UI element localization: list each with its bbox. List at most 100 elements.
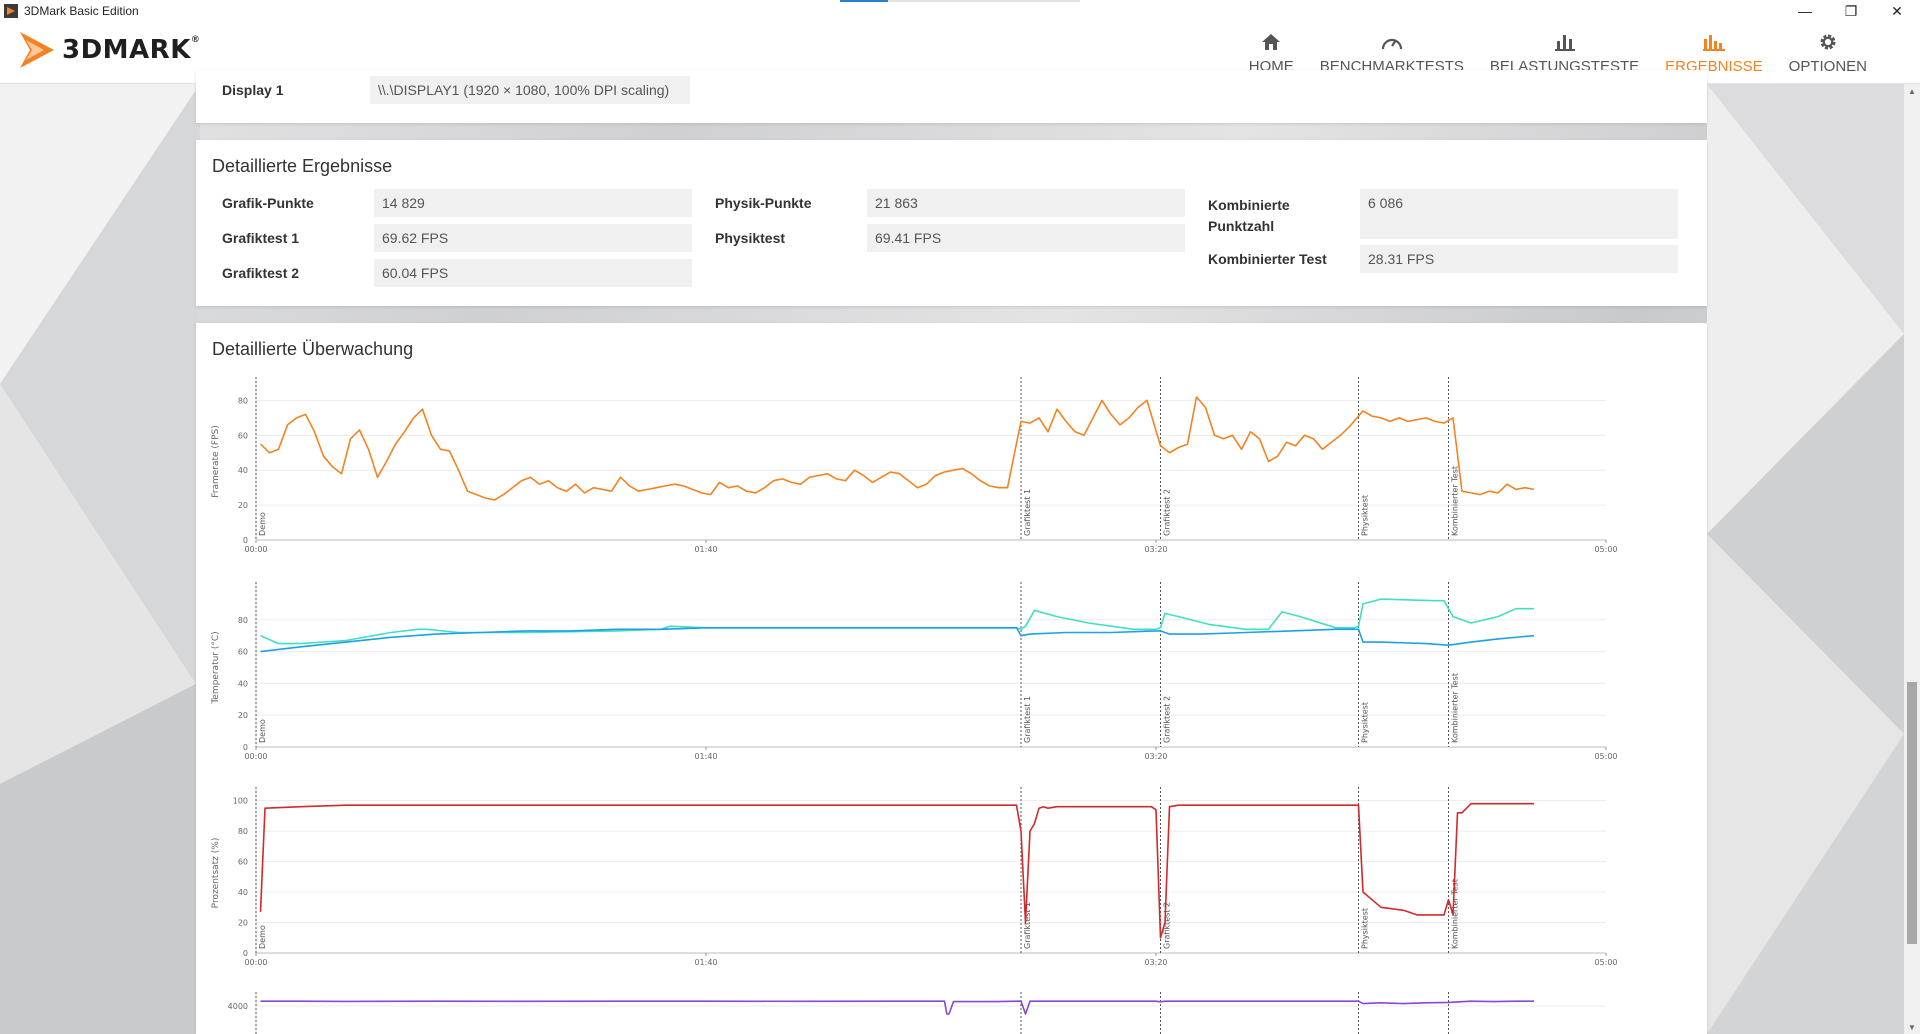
x-tick-label: 01:40 [694, 545, 717, 554]
chart-2: 0 20 40 60 80 Temperatur (°C) 00:00 01:40 03:20 0… [211, 582, 1618, 761]
physiktest-label: Physiktest [715, 230, 786, 246]
vertical-scrollbar[interactable]: ▲ ▼ [1904, 84, 1920, 1034]
section-label: Kombinierter Test [1451, 673, 1460, 743]
detailed-monitoring-title: Detaillierte Überwachung [212, 339, 414, 359]
x-tick-label: 03:20 [1144, 752, 1167, 761]
chart-4: 4000 [228, 992, 1606, 1034]
kombinierte-punktzahl-label: Kombinierte Punktzahl [1208, 197, 1290, 234]
y-tick-label: 40 [238, 888, 248, 897]
series-line-1 [260, 1000, 1534, 1015]
y-tick-label: 80 [238, 396, 248, 405]
grafiktest-2-value: 60.04 FPS [374, 259, 692, 287]
chart-3: 0 20 40 60 80 100 Prozentsatz (%) 00:00 01:40 03:… [211, 787, 1618, 967]
nav-benchmarktests[interactable]: BENCHMARKTESTS [1307, 30, 1477, 75]
window-title: 3DMark Basic Edition [24, 4, 139, 18]
nav-belastungsteste[interactable]: BELASTUNGSTESTE [1477, 30, 1652, 75]
section-label: Demo [258, 512, 267, 536]
chart-1: 0 20 40 60 80 Framerate (FPS) 00:00 01:40 03:20 0… [211, 377, 1618, 554]
app-icon [4, 4, 18, 18]
physik-punkte-value: 21 863 [867, 189, 1185, 217]
y-tick-label: 4000 [228, 1002, 248, 1011]
y-tick-label: 20 [238, 501, 248, 510]
results-icon [1702, 30, 1725, 54]
series-line-1 [260, 598, 1534, 645]
x-tick-label: 05:00 [1594, 958, 1617, 967]
y-tick-label: 20 [238, 919, 248, 928]
detailed-monitoring-panel: Detaillierte Überwachung 0 20 40 60 80 Framer… [196, 323, 1707, 1034]
kombinierter-test-value: 28.31 FPS [1360, 245, 1678, 273]
scroll-thumb[interactable] [1907, 682, 1917, 944]
nav-ergebnisse[interactable]: ERGEBNISSE [1652, 30, 1776, 75]
y-tick-label: 100 [233, 797, 248, 806]
nav-optionen[interactable]: OPTIONEN [1776, 30, 1880, 75]
scroll-down-arrow[interactable]: ▼ [1908, 1022, 1916, 1032]
section-label: Kombinierter Test [1451, 466, 1460, 536]
y-tick-label: 80 [238, 616, 248, 625]
detailed-results-title: Detaillierte Ergebnisse [212, 156, 393, 176]
y-tick-label: 60 [238, 648, 248, 657]
y-axis-label: Framerate (FPS) [211, 425, 221, 498]
nav-optionen-label: OPTIONEN [1788, 58, 1867, 75]
restore-button[interactable]: ❐ [1844, 2, 1858, 19]
close-button[interactable]: ✕ [1891, 2, 1903, 19]
section-label: Grafiktest 1 [1023, 902, 1032, 949]
grafik-punkte-label: Grafik-Punkte [222, 195, 314, 211]
y-tick-label: 40 [238, 466, 248, 475]
y-axis-label: Temperatur (°C) [211, 631, 221, 704]
physik-punkte-label: Physik-Punkte [715, 195, 812, 211]
series-line-1 [259, 802, 1534, 939]
detailed-results-panel: Detaillierte Ergebnisse Grafik-Punkte 14… [196, 140, 1707, 306]
x-tick-label: 01:40 [694, 752, 717, 761]
display-value: \\.\DISPLAY1 (1920 × 1080, 100% DPI scal… [370, 76, 690, 104]
section-label: Physiktest [1361, 495, 1370, 536]
gauge-icon [1381, 30, 1403, 54]
grafiktest-1-label: Grafiktest 1 [222, 230, 300, 246]
kombinierte-punktzahl-value: 6 086 [1360, 189, 1678, 239]
series-line-1 [259, 396, 1535, 501]
monitoring-charts: 0 20 40 60 80 Framerate (FPS) 00:00 01:40 03:20 0… [196, 323, 1707, 1034]
grafiktest-2-label: Grafiktest 2 [222, 265, 300, 281]
x-tick-label: 05:00 [1594, 752, 1617, 761]
section-label: Grafiktest 2 [1163, 489, 1172, 536]
y-tick-label: 0 [243, 536, 248, 545]
logo[interactable]: 3DMARK® [18, 28, 200, 72]
grafik-punkte-value: 14 829 [374, 189, 692, 217]
y-tick-label: 20 [238, 711, 248, 720]
scroll-up-arrow[interactable]: ▲ [1908, 86, 1916, 96]
y-tick-label: 60 [238, 431, 248, 440]
section-label: Grafiktest 1 [1023, 489, 1032, 536]
y-tick-label: 80 [238, 827, 248, 836]
y-axis-label: Prozentsatz (%) [211, 838, 221, 909]
nav-home[interactable]: HOME [1236, 30, 1307, 75]
section-label: Physiktest [1361, 702, 1370, 743]
logo-icon [20, 32, 54, 68]
main-nav: HOME BENCHMARKTESTS BELASTUNGSTESTE ERGE… [1236, 30, 1880, 75]
x-tick-label: 00:00 [244, 958, 267, 967]
section-label: Kombinierter Test [1451, 879, 1460, 949]
home-icon [1261, 30, 1281, 54]
x-tick-label: 01:40 [694, 958, 717, 967]
section-label: Demo [258, 925, 267, 949]
titlebar-progress [840, 0, 1080, 2]
display-label: Display 1 [222, 82, 284, 98]
x-tick-label: 00:00 [244, 752, 267, 761]
system-info-panel: Display 1 \\.\DISPLAY1 (1920 × 1080, 100… [196, 70, 1707, 123]
minimize-button[interactable]: — [1798, 3, 1812, 19]
logo-text: 3DMARK® [62, 35, 201, 65]
section-label: Grafiktest 2 [1163, 902, 1172, 949]
series-line-2 [260, 626, 1535, 653]
x-tick-label: 03:20 [1144, 958, 1167, 967]
section-label: Physiktest [1361, 908, 1370, 949]
section-label: Demo [258, 719, 267, 743]
gear-icon [1818, 30, 1838, 54]
y-tick-label: 40 [238, 679, 248, 688]
window-titlebar: 3DMark Basic Edition — ❐ ✕ [0, 0, 1920, 22]
x-tick-label: 05:00 [1594, 545, 1617, 554]
section-label: Grafiktest 1 [1023, 696, 1032, 743]
y-tick-label: 0 [243, 949, 248, 958]
x-tick-label: 00:00 [244, 545, 267, 554]
bar-chart-icon [1554, 30, 1575, 54]
monitoring-charts-svg: 0 20 40 60 80 Framerate (FPS) 00:00 01:40 03:20 0… [211, 377, 1618, 1034]
section-label: Grafiktest 2 [1163, 696, 1172, 743]
physiktest-value: 69.41 FPS [867, 224, 1185, 252]
